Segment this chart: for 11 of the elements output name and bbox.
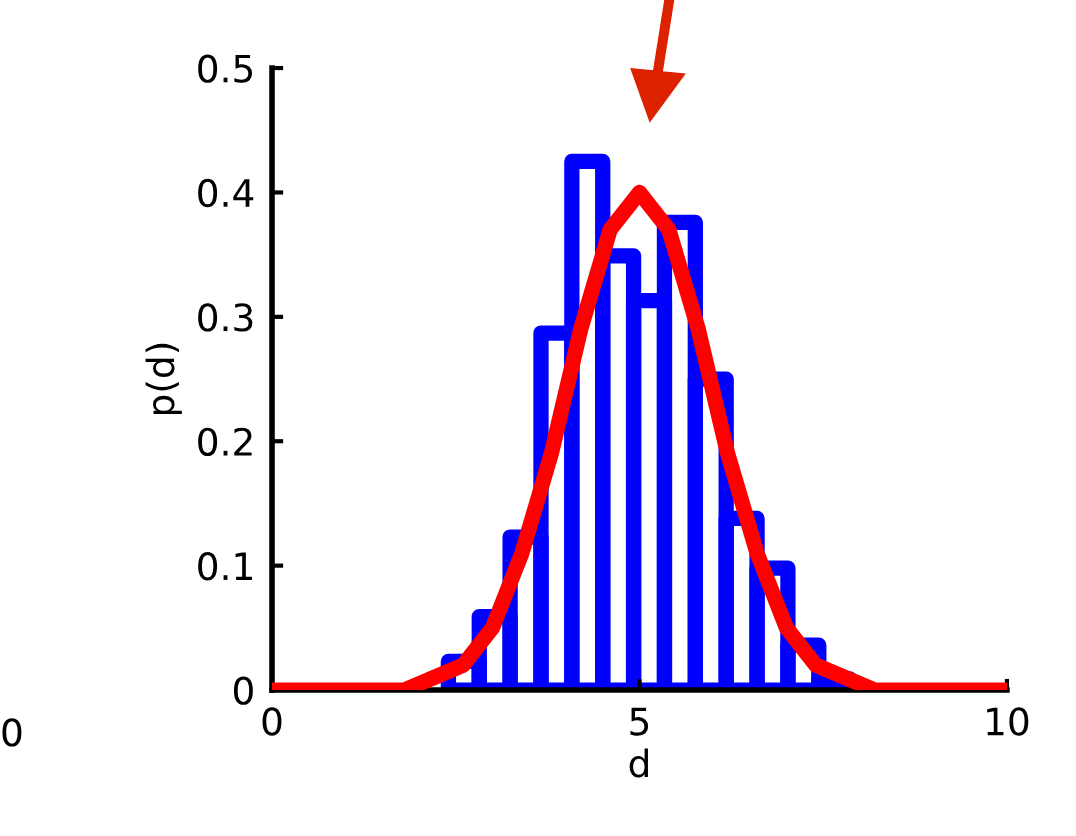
x-axis-title: d	[629, 748, 648, 778]
x-tick-label: 0	[262, 707, 282, 736]
y-tick-label: 0.3	[198, 303, 253, 332]
y-axis-title: p(d)	[145, 343, 182, 415]
x-tick-label: 5	[630, 707, 649, 736]
y-tick-label: 0.4	[198, 178, 254, 208]
y-tick-label: 0.1	[198, 552, 252, 581]
x-tick-label: 10	[987, 707, 1029, 736]
y-tick-label: 0.2	[198, 427, 252, 457]
y-tick-label: 0.5	[198, 54, 253, 83]
y-tick-label: 0	[233, 676, 253, 705]
